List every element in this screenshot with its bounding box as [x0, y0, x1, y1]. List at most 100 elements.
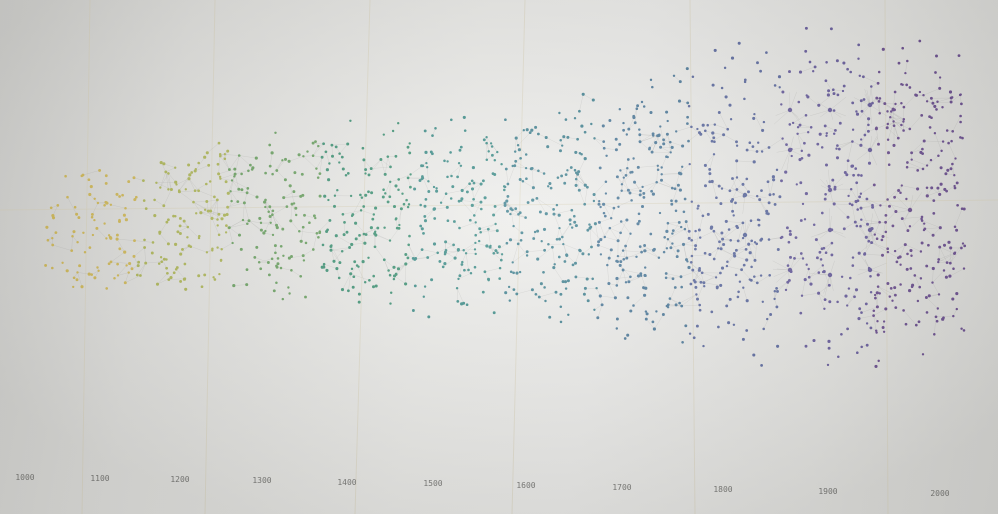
network-node — [462, 248, 465, 252]
network-node — [317, 144, 320, 148]
network-node — [891, 299, 894, 302]
network-edge — [283, 196, 301, 198]
network-node — [258, 216, 262, 220]
network-edge — [736, 160, 755, 163]
network-node — [142, 179, 145, 182]
network-node — [547, 185, 550, 188]
network-node — [351, 213, 355, 216]
network-node — [947, 240, 951, 244]
network-node — [456, 300, 460, 303]
network-node — [128, 261, 132, 266]
network-edge — [952, 163, 955, 176]
network-node — [713, 48, 717, 52]
network-edge — [661, 173, 681, 175]
network-node — [821, 270, 825, 274]
network-node — [458, 148, 462, 152]
network-node — [419, 224, 423, 228]
network-edge — [691, 254, 710, 257]
network-node — [938, 86, 942, 90]
network-node — [254, 156, 258, 160]
network-node — [205, 251, 209, 254]
network-node — [803, 141, 806, 145]
network-node — [96, 201, 100, 205]
network-node — [143, 246, 147, 249]
network-edge — [289, 156, 304, 162]
network-node — [793, 257, 796, 260]
network-node — [210, 216, 214, 220]
network-node — [281, 159, 284, 162]
network-node — [848, 202, 852, 206]
network-node — [759, 69, 762, 73]
network-edge — [693, 272, 703, 281]
network-node — [241, 218, 245, 222]
network-node — [528, 131, 532, 135]
network-edge — [833, 89, 844, 92]
network-node — [745, 177, 749, 181]
network-edge — [356, 238, 365, 244]
network-node — [624, 244, 627, 248]
paper-fold-line — [354, 0, 371, 514]
network-node — [888, 295, 892, 298]
network-node — [452, 243, 455, 247]
network-node — [494, 222, 497, 226]
network-node — [386, 200, 390, 204]
network-node — [367, 256, 370, 260]
network-edge — [712, 132, 724, 135]
network-node — [918, 285, 922, 289]
network-node — [925, 194, 929, 198]
network-edge — [210, 199, 218, 212]
network-edge — [415, 249, 423, 259]
network-node — [638, 193, 642, 197]
network-node — [808, 60, 812, 64]
network-edge — [931, 187, 940, 195]
network-node — [220, 217, 224, 221]
network-node — [835, 59, 839, 63]
network-node — [264, 229, 267, 233]
network-node — [379, 158, 383, 161]
network-edge — [576, 172, 580, 191]
network-node — [275, 169, 279, 172]
network-edge — [291, 204, 297, 216]
network-node — [860, 311, 863, 314]
network-edge — [719, 240, 731, 242]
network-node — [902, 105, 906, 109]
network-node — [735, 176, 739, 179]
network-node — [867, 239, 871, 243]
network-node — [54, 231, 58, 234]
network-node — [267, 273, 271, 277]
hub-edge — [864, 89, 871, 106]
network-node — [819, 258, 823, 261]
network-node — [734, 201, 737, 205]
network-edge — [903, 310, 917, 326]
network-edge — [330, 250, 343, 252]
hub-edge — [869, 104, 887, 117]
hub-edge — [869, 136, 878, 151]
network-node — [525, 177, 528, 181]
network-node — [745, 299, 749, 303]
network-node — [602, 211, 606, 215]
network-node — [205, 200, 209, 203]
network-node — [77, 216, 81, 220]
network-edge — [607, 265, 610, 284]
network-edge — [667, 223, 682, 228]
network-node — [784, 288, 788, 292]
network-node — [479, 207, 483, 211]
hub-edge — [829, 260, 835, 276]
hub-edge — [829, 208, 831, 231]
network-node — [687, 265, 691, 270]
network-edge — [846, 160, 849, 175]
network-edge — [638, 165, 658, 168]
network-node — [534, 292, 538, 296]
network-node — [686, 260, 689, 263]
network-node — [920, 114, 924, 117]
network-node — [842, 84, 846, 88]
network-edge — [939, 246, 955, 254]
network-node — [347, 289, 350, 293]
network-node — [423, 204, 427, 208]
network-node — [735, 188, 739, 191]
network-node — [765, 209, 769, 213]
network-node — [153, 214, 157, 218]
network-node — [807, 131, 810, 134]
network-node — [490, 153, 494, 157]
network-node — [960, 327, 963, 330]
